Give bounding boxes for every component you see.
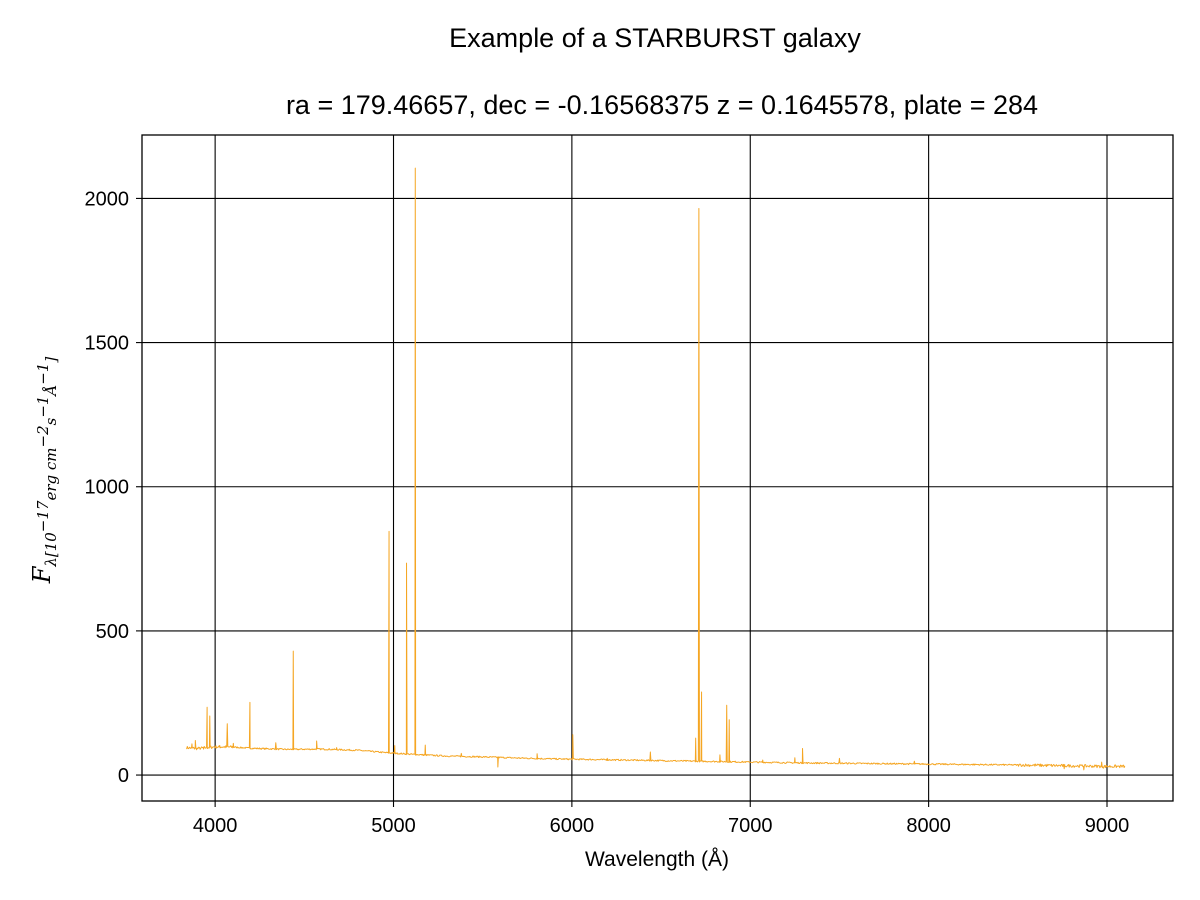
x-tick-label: 4000 xyxy=(193,815,238,837)
y-tick-label: 1000 xyxy=(85,477,130,499)
y-label-exp-3: −1 xyxy=(34,396,52,418)
x-axis-ticks: 4000 5000 6000 7000 8000 9000 xyxy=(193,801,1129,837)
y-tick-label: 500 xyxy=(96,621,129,643)
y-label-exp-1: −17 xyxy=(34,500,52,532)
y-label-part-5: ] xyxy=(42,357,60,364)
spectrum-line xyxy=(186,167,1126,771)
spectrum-series xyxy=(186,167,1126,771)
x-tick-label: 8000 xyxy=(906,815,951,837)
plot-frame xyxy=(141,134,1174,802)
x-tick-label: 9000 xyxy=(1085,815,1130,837)
chart-subtitle: ra = 179.46657, dec = -0.16568375 z = 0.… xyxy=(286,90,1038,120)
y-axis-ticks: 0 500 1000 1500 2000 xyxy=(85,188,142,787)
grid-lines xyxy=(142,135,1173,801)
y-axis-label: Fλ[10−17erg cm−2s−1Å−1] xyxy=(28,357,60,585)
x-tick-label: 6000 xyxy=(550,815,595,837)
y-tick-label: 0 xyxy=(118,765,129,787)
y-label-part-1: λ[10 xyxy=(42,532,60,568)
x-tick-label: 7000 xyxy=(728,815,773,837)
y-label-part-2: erg cm xyxy=(42,447,60,500)
svg-text:Fλ[10−17erg cm−2s−1Å−1]: Fλ[10−17erg cm−2s−1Å−1] xyxy=(28,357,60,585)
x-axis-label: Wavelength (Å) xyxy=(585,848,729,871)
y-tick-label: 2000 xyxy=(85,188,130,210)
x-tick-label: 5000 xyxy=(371,815,416,837)
y-label-part-4: Å xyxy=(42,385,60,398)
y-label-exp-4: −1 xyxy=(34,363,52,385)
y-label-symbol: F xyxy=(28,565,56,584)
chart-title: Example of a STARBURST galaxy xyxy=(449,23,861,53)
y-label-exp-2: −2 xyxy=(34,425,52,447)
y-tick-label: 1500 xyxy=(85,333,130,355)
y-label-part-3: s xyxy=(42,417,60,425)
